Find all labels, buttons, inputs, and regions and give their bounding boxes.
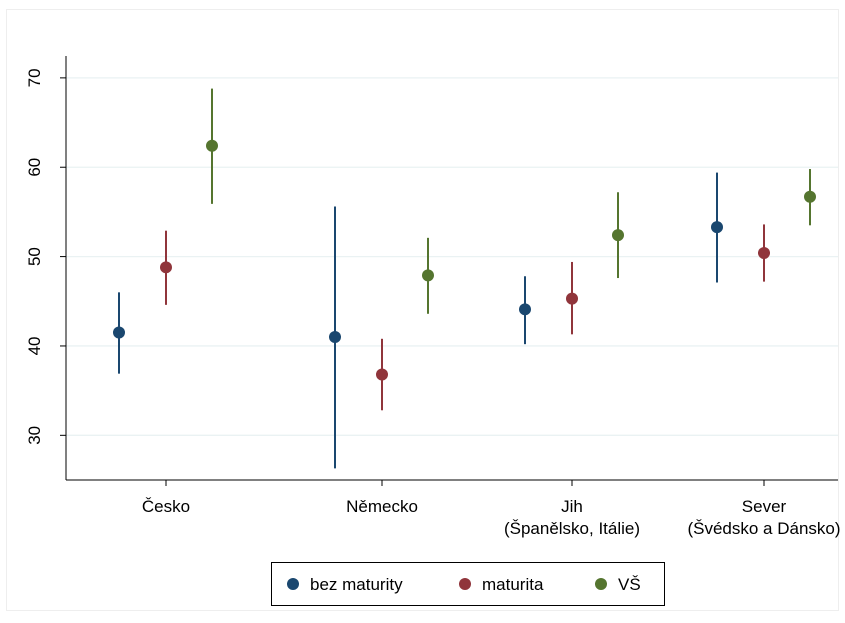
data-point bbox=[329, 331, 341, 344]
legend-label: maturita bbox=[482, 575, 544, 594]
x-tick-label: (Španělsko, Itálie) bbox=[504, 519, 640, 538]
grid-layer bbox=[66, 77, 838, 436]
legend-marker bbox=[287, 578, 299, 590]
series-group bbox=[160, 224, 770, 411]
outer-border bbox=[6, 9, 839, 611]
y-tick-label: 40 bbox=[25, 336, 44, 355]
data-point bbox=[519, 303, 531, 316]
series-group bbox=[113, 172, 723, 469]
x-tick-label: Jih bbox=[561, 497, 583, 516]
data-point bbox=[566, 292, 578, 305]
data-point bbox=[376, 368, 388, 381]
data-point bbox=[612, 229, 624, 242]
legend: bez maturity maturita VŠ bbox=[271, 562, 665, 606]
y-axis-ticks: 30 40 50 60 70 bbox=[25, 68, 66, 445]
x-tick-label: Německo bbox=[346, 497, 418, 516]
legend-marker bbox=[459, 578, 471, 590]
data-point bbox=[758, 247, 770, 260]
data-point bbox=[711, 221, 723, 234]
y-tick-label: 30 bbox=[25, 426, 44, 445]
data-point bbox=[804, 190, 816, 203]
y-tick-label: 60 bbox=[25, 158, 44, 177]
x-tick-label: Česko bbox=[142, 497, 190, 516]
series-group bbox=[206, 88, 816, 314]
legend-label: bez maturity bbox=[310, 575, 403, 594]
x-axis-ticks: Česko Německo Jih (Španělsko, Itálie) Sever (… bbox=[142, 480, 841, 538]
data-point bbox=[206, 139, 218, 152]
series-layer bbox=[113, 88, 816, 469]
data-point bbox=[160, 261, 172, 274]
y-tick-label: 50 bbox=[25, 247, 44, 266]
legend-marker bbox=[595, 578, 607, 590]
data-point bbox=[113, 326, 125, 339]
y-tick-label: 70 bbox=[25, 68, 44, 87]
legend-label: VŠ bbox=[618, 575, 641, 594]
x-tick-label: Sever bbox=[742, 497, 787, 516]
x-tick-label: (Švédsko a Dánsko) bbox=[687, 519, 840, 538]
data-point bbox=[422, 269, 434, 282]
